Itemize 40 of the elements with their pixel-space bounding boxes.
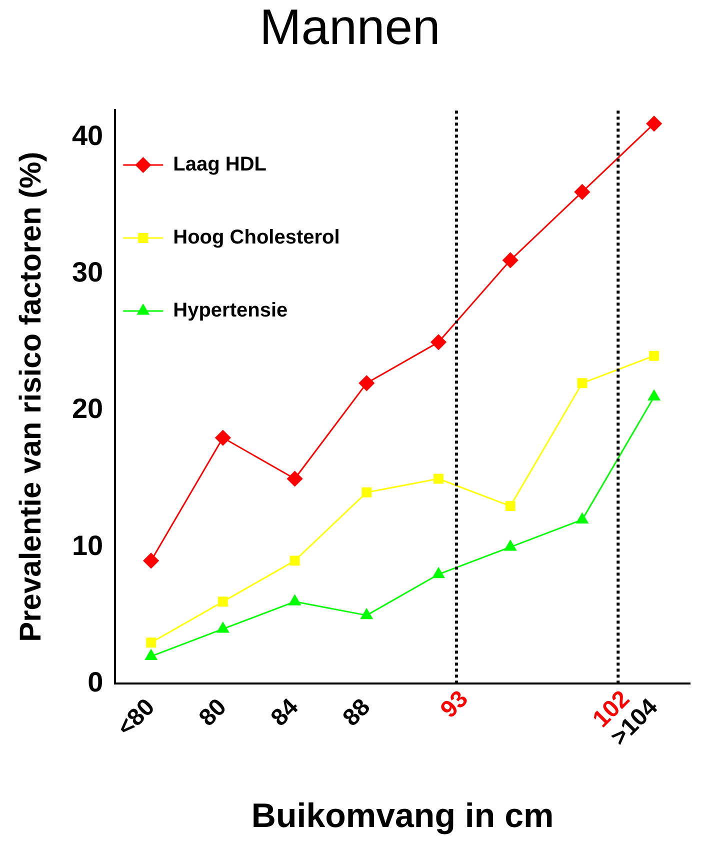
- point: [502, 252, 518, 268]
- x-tick-label: 84: [266, 693, 304, 732]
- point: [505, 501, 516, 512]
- y-axis-title: Prevalentie van risico factoren (%): [14, 152, 48, 642]
- point: [146, 638, 156, 648]
- point: [216, 622, 229, 633]
- point: [574, 184, 590, 200]
- y-tick-label: 0: [88, 666, 104, 698]
- x-axis-title: Buikomvang in cm: [251, 796, 554, 835]
- point: [287, 471, 303, 486]
- y-tick-label: 10: [72, 530, 104, 561]
- legend-label: Hypertensie: [173, 300, 288, 322]
- point: [646, 116, 662, 132]
- point: [288, 594, 301, 606]
- y-tick-label: 20: [72, 393, 104, 424]
- point: [434, 474, 444, 484]
- point: [577, 378, 588, 388]
- x-tick-label: 88: [338, 694, 376, 732]
- x-tick-label: 80: [194, 694, 232, 732]
- y-tick-label: 30: [72, 256, 104, 288]
- point: [504, 540, 516, 551]
- point: [362, 487, 372, 498]
- point: [290, 556, 300, 566]
- point: [143, 552, 159, 568]
- point: [215, 430, 231, 446]
- point: [360, 608, 373, 620]
- chart-title: Mannen: [260, 0, 440, 55]
- point: [358, 375, 374, 391]
- ref-line-label: 93: [435, 685, 474, 724]
- x-tick-label: <80: [112, 694, 160, 742]
- point: [145, 650, 158, 660]
- legend-label: Laag HDL: [173, 154, 266, 176]
- y-tick-label: 40: [72, 120, 104, 152]
- point: [576, 512, 588, 524]
- point: [430, 334, 446, 350]
- point: [649, 350, 660, 361]
- legend-label: Hoog Cholesterol: [173, 226, 340, 249]
- point: [218, 596, 228, 607]
- point: [432, 568, 444, 578]
- point: [648, 390, 660, 401]
